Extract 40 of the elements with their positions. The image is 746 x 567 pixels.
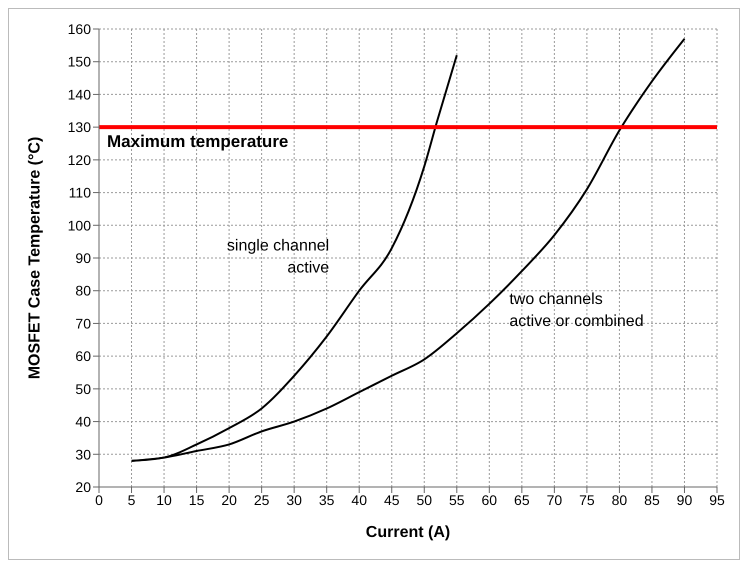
x-tick-label: 50	[416, 492, 432, 508]
x-tick-label: 65	[514, 492, 530, 508]
x-tick-label: 90	[676, 492, 692, 508]
y-tick-label: 100	[68, 217, 92, 234]
x-tick-label: 5	[128, 492, 136, 508]
x-tick-label: 60	[482, 492, 498, 508]
y-tick-label: 160	[68, 20, 92, 37]
x-tick-label: 15	[188, 492, 205, 508]
y-tick-label: 20	[75, 478, 92, 495]
x-tick-label: 85	[644, 492, 660, 508]
x-tick-label: 40	[351, 492, 368, 508]
y-tick-label: 40	[75, 414, 92, 430]
y-tick-label: 70	[75, 315, 92, 332]
y-tick-label: 50	[75, 380, 92, 397]
y-tick-label: 110	[68, 184, 92, 201]
y-tick-label: 80	[75, 282, 92, 299]
x-tick-label: 80	[612, 492, 628, 508]
text: single channel active	[226, 238, 330, 277]
x-tick-label: 70	[546, 492, 562, 508]
y-tick-label: 150	[68, 54, 92, 70]
y-tick-label: 60	[75, 348, 92, 364]
y-tick-label: 30	[75, 446, 92, 462]
x-tick-label: 95	[709, 492, 725, 508]
x-tick-label: 35	[318, 492, 335, 508]
y-axis-title: MOSFET Case Temperature (°C)	[26, 136, 44, 380]
x-tick-label: 55	[449, 492, 465, 508]
y-tick-label: 90	[75, 250, 92, 266]
x-tick-label: 20	[221, 492, 238, 508]
x-tick-label: 30	[286, 492, 302, 508]
ref-line-label: Maximum temperature	[107, 132, 288, 152]
x-tick-label: 0	[95, 492, 104, 508]
y-tick-label: 120	[68, 152, 92, 168]
series-label: two channels active or combined	[509, 290, 644, 330]
x-tick-label: 75	[579, 492, 595, 508]
x-axis-title: Current (A)	[366, 524, 450, 541]
y-tick-label: 140	[68, 86, 92, 102]
y-tick-label: 130	[68, 119, 92, 136]
x-tick-label: 25	[254, 492, 270, 508]
x-tick-label: 10	[156, 492, 172, 508]
x-tick-label: 45	[384, 492, 400, 508]
